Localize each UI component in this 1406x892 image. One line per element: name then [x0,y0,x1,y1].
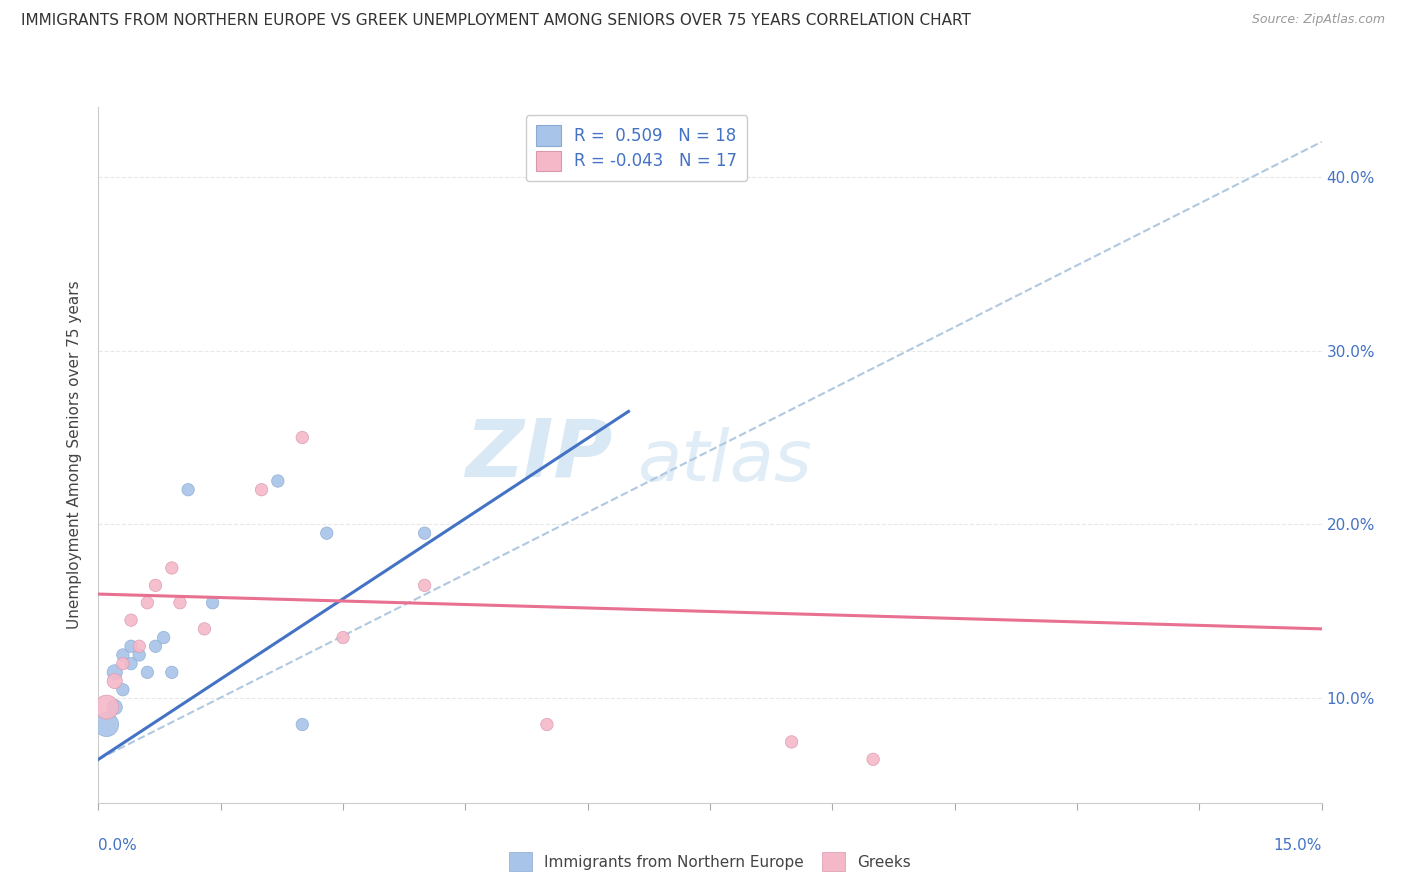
Point [120,613,142,627]
Point [120,639,142,653]
Point [152,631,174,645]
Point [332,631,354,645]
Point [413,578,436,592]
Text: 0.0%: 0.0% [98,838,138,854]
Point [128,639,150,653]
Point [169,596,191,610]
Point [780,735,803,749]
Point [96,700,118,714]
Point [104,674,127,689]
Y-axis label: Unemployment Among Seniors over 75 years: Unemployment Among Seniors over 75 years [67,281,83,629]
Point [536,717,558,731]
Text: 15.0%: 15.0% [1274,838,1322,854]
Point [128,648,150,662]
Point [267,474,290,488]
Point [145,639,167,653]
Point [160,665,183,680]
Point [111,657,134,671]
Text: atlas: atlas [637,427,811,496]
Point [177,483,200,497]
Point [250,483,273,497]
Point [136,596,159,610]
Point [291,430,314,444]
Legend: Immigrants from Northern Europe, Greeks: Immigrants from Northern Europe, Greeks [502,845,918,879]
Point [413,526,436,541]
Point [160,561,183,575]
Text: ZIP: ZIP [465,416,612,494]
Point [96,717,118,731]
Point [862,752,884,766]
Point [145,578,167,592]
Point [291,717,314,731]
Point [136,665,159,680]
Text: IMMIGRANTS FROM NORTHERN EUROPE VS GREEK UNEMPLOYMENT AMONG SENIORS OVER 75 YEAR: IMMIGRANTS FROM NORTHERN EUROPE VS GREEK… [21,13,972,29]
Point [120,657,142,671]
Point [193,622,215,636]
Point [104,665,127,680]
Point [315,526,337,541]
Point [111,682,134,697]
Point [201,596,224,610]
Point [111,648,134,662]
Text: Source: ZipAtlas.com: Source: ZipAtlas.com [1251,13,1385,27]
Point [104,700,127,714]
